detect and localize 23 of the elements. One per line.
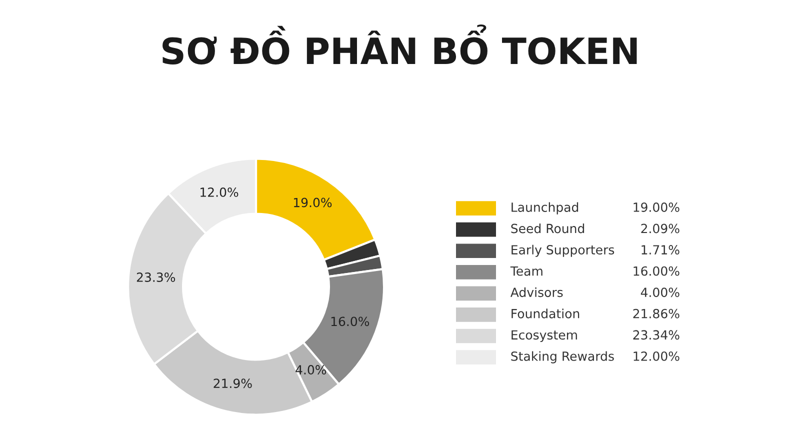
text: 16.00% [634,266,680,276]
data-label: 16.0% [331,316,370,326]
legend-label: Staking Rewards [511,351,614,364]
chart-title: SƠ ĐỒ PHÂN BỔ TOKEN [162,24,637,65]
data-label: 12.0% [200,187,238,197]
legend-label: Foundation [512,308,580,318]
legend-label: Ecosystem [512,330,577,342]
data-label: 21.9% [214,378,252,388]
text: 21.86% [633,308,680,318]
legend-label: Launchpad [512,202,578,214]
legend-label: Team [510,266,542,276]
text: 23.34% [633,330,680,340]
text: 4.00% [640,288,680,298]
text: 2.09% [641,224,680,234]
legend-label: Early Supporters [512,244,614,257]
text: 12.00% [634,351,680,361]
data-label: 19.0% [294,198,332,208]
legend-label: Advisors [510,287,563,298]
text: 19.00% [634,202,680,212]
data-label: 4.0% [296,365,326,374]
legend-label: Seed Round [511,224,584,234]
data-label: 23.3% [136,272,176,282]
text: 1.71% [642,245,680,255]
